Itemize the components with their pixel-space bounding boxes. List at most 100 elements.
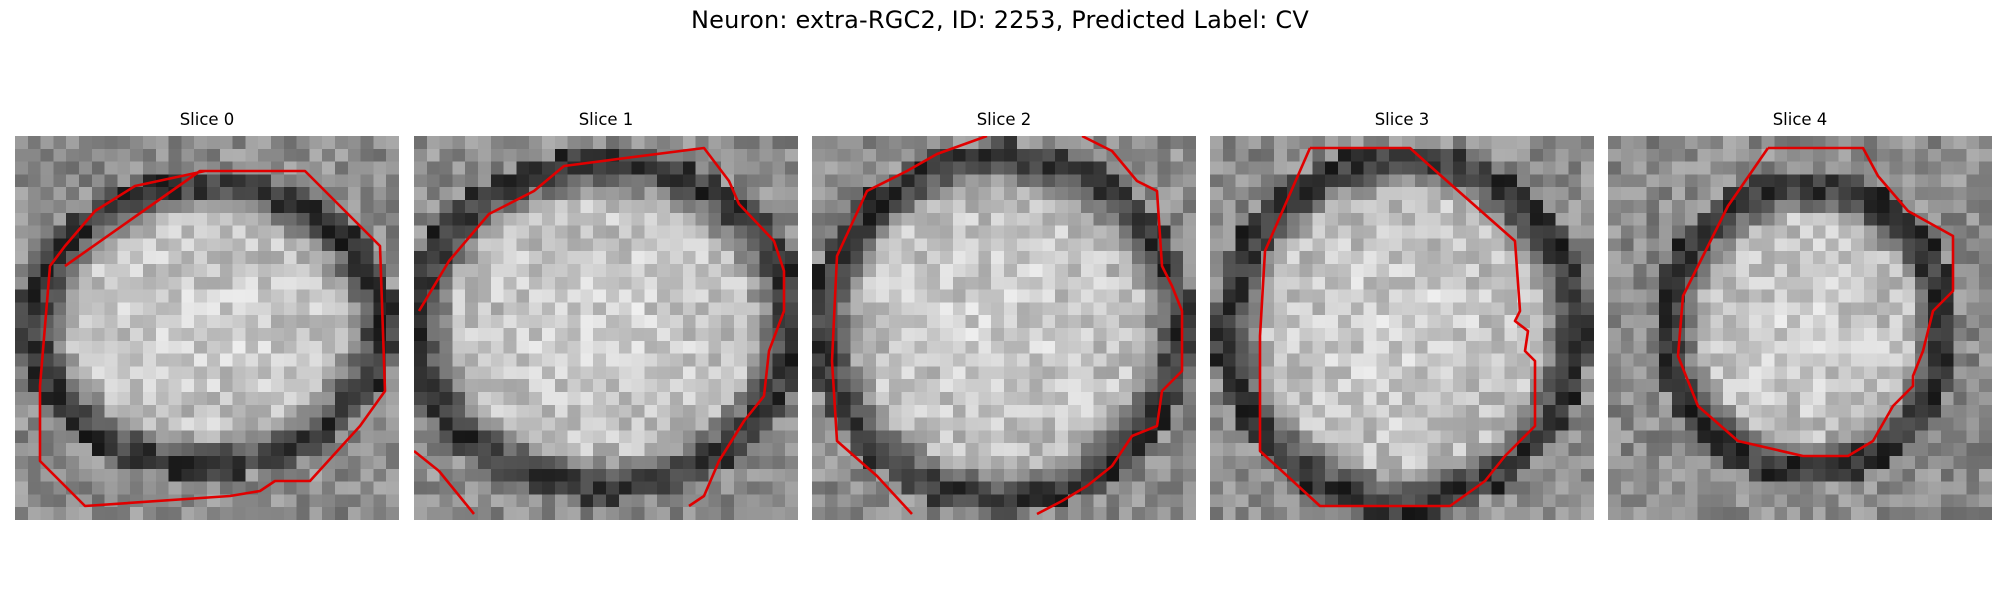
- voxel: [1261, 507, 1275, 520]
- voxel: [1633, 507, 1647, 520]
- voxel: [1312, 212, 1326, 226]
- voxel: [876, 212, 890, 226]
- voxel: [1144, 161, 1158, 175]
- voxel: [1748, 225, 1762, 239]
- voxel: [1787, 238, 1801, 252]
- voxel: [940, 187, 954, 201]
- voxel: [1555, 379, 1569, 393]
- voxel: [618, 251, 632, 265]
- voxel: [296, 225, 310, 239]
- voxel: [1710, 340, 1724, 354]
- voxel: [1170, 200, 1184, 214]
- voxel: [490, 302, 504, 316]
- voxel: [1376, 302, 1390, 316]
- voxel: [232, 494, 246, 508]
- voxel: [1864, 264, 1878, 278]
- voxel: [347, 238, 361, 252]
- voxel: [478, 136, 492, 150]
- voxel: [1093, 392, 1107, 406]
- voxel: [1235, 212, 1249, 226]
- voxel: [1132, 187, 1146, 201]
- voxel: [1106, 443, 1120, 457]
- voxel: [1106, 251, 1120, 265]
- voxel: [1093, 494, 1107, 508]
- voxel: [1530, 225, 1544, 239]
- voxel: [1414, 430, 1428, 444]
- voxel: [1812, 161, 1826, 175]
- voxel: [721, 468, 735, 482]
- voxel: [194, 404, 208, 418]
- voxel: [991, 507, 1005, 520]
- voxel: [1697, 430, 1711, 444]
- voxel: [1838, 302, 1852, 316]
- voxel: [1966, 392, 1980, 406]
- voxel: [1093, 200, 1107, 214]
- voxel: [245, 417, 259, 431]
- voxel: [1029, 251, 1043, 265]
- voxel: [927, 328, 941, 342]
- voxel: [542, 200, 556, 214]
- voxel: [347, 430, 361, 444]
- voxel: [888, 212, 902, 226]
- voxel: [1800, 340, 1814, 354]
- voxel: [1542, 148, 1556, 162]
- voxel: [1774, 366, 1788, 380]
- voxel: [207, 238, 221, 252]
- voxel: [181, 340, 195, 354]
- voxel: [606, 379, 620, 393]
- voxel: [759, 315, 773, 329]
- voxel: [863, 507, 877, 520]
- voxel: [1774, 238, 1788, 252]
- voxel: [1646, 404, 1660, 418]
- voxel: [1350, 187, 1364, 201]
- voxel: [721, 340, 735, 354]
- voxel: [824, 494, 838, 508]
- voxel: [516, 289, 530, 303]
- voxel: [1710, 494, 1724, 508]
- voxel: [1427, 251, 1441, 265]
- voxel: [1723, 136, 1737, 150]
- voxel: [1119, 494, 1133, 508]
- voxel: [580, 174, 594, 188]
- voxel: [1646, 340, 1660, 354]
- voxel: [465, 392, 479, 406]
- voxel: [965, 174, 979, 188]
- voxel: [79, 200, 93, 214]
- voxel: [1736, 251, 1750, 265]
- voxel: [606, 289, 620, 303]
- voxel: [1659, 494, 1673, 508]
- voxel: [1235, 302, 1249, 316]
- voxel: [1697, 276, 1711, 290]
- voxel: [1093, 417, 1107, 431]
- voxel: [1286, 302, 1300, 316]
- voxel: [27, 276, 41, 290]
- voxel: [1864, 251, 1878, 265]
- voxel: [1183, 340, 1196, 354]
- voxel: [1504, 379, 1518, 393]
- voxel: [785, 430, 798, 444]
- voxel: [1568, 302, 1582, 316]
- voxel: [1748, 481, 1762, 495]
- voxel: [1774, 404, 1788, 418]
- voxel: [1633, 251, 1647, 265]
- voxel: [940, 430, 954, 444]
- voxel: [1055, 456, 1069, 470]
- voxel: [940, 276, 954, 290]
- voxel: [426, 212, 440, 226]
- voxel: [283, 315, 297, 329]
- voxel: [1325, 161, 1339, 175]
- voxel: [1940, 251, 1954, 265]
- voxel: [373, 456, 387, 470]
- voxel: [439, 417, 453, 431]
- voxel: [785, 366, 798, 380]
- voxel: [644, 161, 658, 175]
- voxel: [631, 200, 645, 214]
- voxel: [168, 161, 182, 175]
- voxel: [1953, 212, 1967, 226]
- voxel: [322, 366, 336, 380]
- voxel: [53, 443, 67, 457]
- voxel: [1838, 187, 1852, 201]
- voxel: [386, 212, 399, 226]
- voxel: [1864, 468, 1878, 482]
- voxel: [542, 481, 556, 495]
